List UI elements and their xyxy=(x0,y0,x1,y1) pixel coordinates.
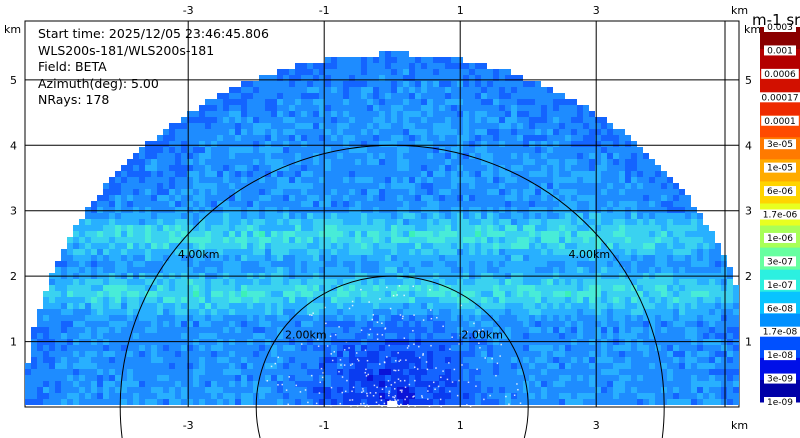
x-unit-top: km xyxy=(731,4,748,17)
colorbar-label: 1e-07 xyxy=(767,281,793,291)
colorbar-label: 1e-05 xyxy=(767,164,793,174)
x-tick-label-top: 3 xyxy=(593,4,600,17)
azimuth: Azimuth(deg): 5.00 xyxy=(38,76,159,91)
x-tick-label-bottom: -1 xyxy=(319,419,330,432)
y-tick-label-right: 4 xyxy=(745,139,752,152)
range-ring-label: 2.00km xyxy=(461,328,503,341)
y-tick-label-right: 3 xyxy=(745,205,752,218)
colorbar-label-box xyxy=(758,326,800,337)
colorbar-label-box xyxy=(764,232,796,243)
y-unit-left: km xyxy=(4,23,21,36)
x-tick-label-bottom: 3 xyxy=(593,419,600,432)
colorbar-swatch xyxy=(760,27,800,50)
colorbar-label: 1e-09 xyxy=(767,398,793,408)
y-unit-right: km xyxy=(744,23,761,36)
colorbar-label-box xyxy=(758,92,800,103)
colorbar-label-box xyxy=(764,397,796,407)
grid-lines xyxy=(25,21,739,407)
range-ring-label: 2.00km xyxy=(285,328,327,341)
y-tick-label-left: 3 xyxy=(10,205,17,218)
colorbar-label-box xyxy=(764,256,796,267)
colorbar-label: 0.001 xyxy=(767,46,793,56)
colorbar-label: 0.0001 xyxy=(764,117,796,127)
colorbar-label-box xyxy=(761,68,799,79)
colorbar-label: 6e-08 xyxy=(767,304,793,314)
x-tick-label-top: -1 xyxy=(319,4,330,17)
colorbar-label: 1e-08 xyxy=(767,351,793,361)
info-block: Start time: 2025/12/05 23:46:45.806 WLS2… xyxy=(38,26,269,107)
colorbar-label-box xyxy=(764,45,796,56)
x-tick-label-bottom: -3 xyxy=(183,419,194,432)
colorbar-label-box xyxy=(764,373,796,384)
colorbar-label-box xyxy=(758,209,800,220)
colorbar-label: 3e-09 xyxy=(767,375,793,385)
x-tick-label-top: 1 xyxy=(457,4,464,17)
x-tick-label-top: -3 xyxy=(183,4,194,17)
x-unit-bottom: km xyxy=(731,419,748,432)
colorbar-label-box xyxy=(764,162,796,173)
colorbar: 0.003 0.001 0.0006 0.00017 0.0001 3e-05 1e-05 6… xyxy=(758,22,800,408)
station-name: WLS200s-181/WLS200s-181 xyxy=(38,43,214,58)
colorbar-label-box xyxy=(764,139,796,150)
start-time: Start time: 2025/12/05 23:46:45.806 xyxy=(38,26,269,41)
colorbar-label: 1e-06 xyxy=(767,234,793,244)
field-name: Field: BETA xyxy=(38,59,107,74)
colorbar-label-box xyxy=(764,350,796,361)
y-tick-label-left: 1 xyxy=(10,336,17,349)
colorbar-title: m-1 sr-1 xyxy=(752,11,800,29)
y-tick-label-right: 5 xyxy=(745,74,752,87)
y-tick-label-left: 2 xyxy=(10,270,17,283)
colorbar-label-box xyxy=(764,303,796,314)
y-tick-label-left: 4 xyxy=(10,139,17,152)
colorbar-label: 0.003 xyxy=(767,23,793,33)
colorbar-label: 1.7e-06 xyxy=(763,211,798,221)
colorbar-label-box xyxy=(764,22,796,32)
nrays: NRays: 178 xyxy=(38,92,109,107)
colorbar-label: 0.0006 xyxy=(764,70,796,80)
colorbar-label-box xyxy=(764,186,796,197)
range-ring-label: 4.00km xyxy=(569,248,611,261)
colorbar-label-box xyxy=(764,279,796,290)
colorbar-label: 1.7e-08 xyxy=(763,328,798,338)
x-tick-label-bottom: 1 xyxy=(457,419,464,432)
colorbar-label-box xyxy=(761,115,799,126)
y-tick-label-right: 1 xyxy=(745,336,752,349)
y-tick-label-right: 2 xyxy=(745,270,752,283)
colorbar-label: 3e-07 xyxy=(767,257,793,267)
axes: -3 -3 -1 -1 1 1 3 3 1 1 2 2 3 3 4 4 5 5 km km km km xyxy=(4,4,761,432)
colorbar-label: 6e-06 xyxy=(767,187,793,197)
y-tick-label-left: 5 xyxy=(10,74,17,87)
colorbar-label: 3e-05 xyxy=(767,140,793,150)
range-ring-label: 4.00km xyxy=(178,248,220,261)
colorbar-label: 0.00017 xyxy=(761,93,798,103)
colorbar-swatch xyxy=(760,379,800,403)
